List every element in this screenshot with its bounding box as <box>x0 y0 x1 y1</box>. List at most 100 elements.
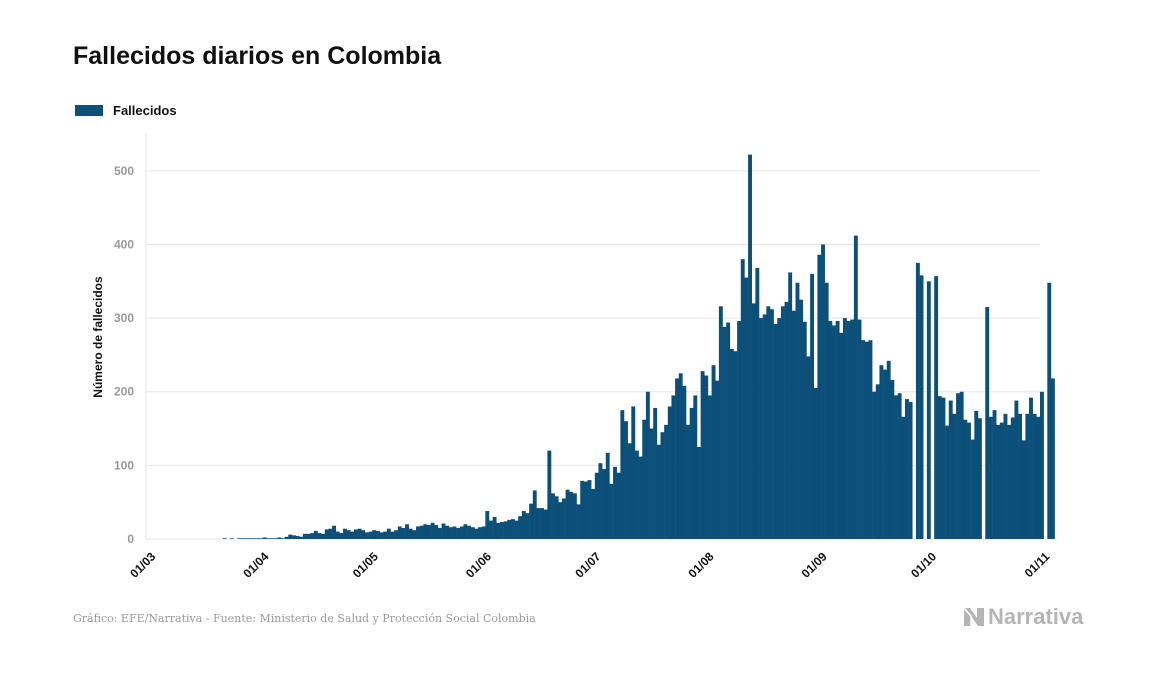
bar <box>999 422 1004 539</box>
bar <box>423 524 428 539</box>
bar <box>780 306 785 539</box>
bar <box>240 538 245 539</box>
bar <box>419 525 424 539</box>
bar <box>416 526 420 539</box>
bar <box>660 432 665 539</box>
bar <box>872 391 877 539</box>
narrativa-logo: Narrativa <box>963 604 1083 630</box>
bar <box>769 309 774 539</box>
x-tick-label: 01/04 <box>240 549 271 580</box>
bar <box>343 528 347 539</box>
bar <box>499 522 504 539</box>
narrativa-logo-icon <box>963 607 984 626</box>
bar <box>686 424 690 539</box>
bar <box>1025 413 1030 539</box>
x-tick: 01/10 <box>908 549 939 580</box>
bar <box>237 538 242 539</box>
bar <box>306 533 311 539</box>
bar <box>277 537 282 539</box>
y-axis-title: Número de fallecidos <box>91 276 105 398</box>
bar <box>952 413 957 539</box>
bar <box>1050 378 1055 539</box>
bar <box>361 530 366 539</box>
bar <box>481 526 486 539</box>
bar <box>915 262 920 539</box>
bar <box>656 444 661 539</box>
x-tick-label: 01/03 <box>127 549 158 580</box>
legend-label: Fallecidos <box>113 103 177 118</box>
bar <box>244 538 249 539</box>
bar <box>729 349 734 539</box>
bar <box>222 538 227 539</box>
bar <box>755 268 760 539</box>
bar <box>667 406 672 539</box>
bar <box>897 393 902 539</box>
bar <box>934 276 939 539</box>
bar <box>941 397 946 539</box>
bar <box>996 424 1001 539</box>
bar <box>467 525 472 539</box>
bar <box>1007 424 1012 539</box>
bar <box>850 319 855 539</box>
bar <box>624 421 628 539</box>
x-tick-label: 01/06 <box>463 549 494 580</box>
y-tick-label: 200 <box>114 385 134 399</box>
bar <box>317 533 322 539</box>
bar <box>748 154 752 540</box>
bar <box>682 385 687 539</box>
bar <box>270 538 274 539</box>
bar <box>543 509 548 539</box>
bar <box>715 380 720 539</box>
bar <box>762 314 767 539</box>
bar <box>926 281 931 539</box>
bar <box>693 395 698 539</box>
bar <box>266 538 271 539</box>
bar <box>959 391 964 539</box>
bar <box>470 527 475 539</box>
bar <box>886 360 891 539</box>
bar <box>321 533 326 539</box>
bar <box>700 371 705 539</box>
bar <box>788 272 793 539</box>
bar <box>353 529 358 539</box>
bar <box>496 522 501 539</box>
bar <box>956 393 960 539</box>
bar <box>229 538 234 539</box>
bar <box>1047 282 1052 539</box>
bar <box>642 419 647 539</box>
bar <box>357 528 362 539</box>
bar <box>532 490 537 539</box>
bar <box>346 530 351 539</box>
x-tick: 01/05 <box>350 549 381 580</box>
bar <box>456 527 461 539</box>
bar <box>281 538 285 539</box>
bar <box>445 525 450 539</box>
bar <box>832 325 836 539</box>
bar <box>883 369 887 539</box>
bar <box>620 410 625 539</box>
bar <box>1029 397 1033 539</box>
bar <box>649 428 654 539</box>
bar <box>364 532 369 539</box>
bar <box>627 443 632 539</box>
bar <box>904 399 909 539</box>
bar <box>313 530 318 539</box>
bar <box>751 303 756 539</box>
bar <box>890 379 895 539</box>
bar <box>963 419 968 539</box>
bar <box>507 519 512 539</box>
bar <box>514 520 519 539</box>
bar <box>437 527 442 539</box>
bar <box>671 395 676 539</box>
bar <box>864 341 869 539</box>
bar <box>474 528 479 539</box>
bar <box>430 522 435 539</box>
bar <box>875 384 880 539</box>
x-tick: 01/07 <box>572 549 603 580</box>
bar <box>948 400 953 539</box>
bar <box>817 254 822 539</box>
bar <box>821 244 825 540</box>
bar <box>678 373 683 539</box>
bar <box>740 259 745 539</box>
bar <box>759 318 763 539</box>
